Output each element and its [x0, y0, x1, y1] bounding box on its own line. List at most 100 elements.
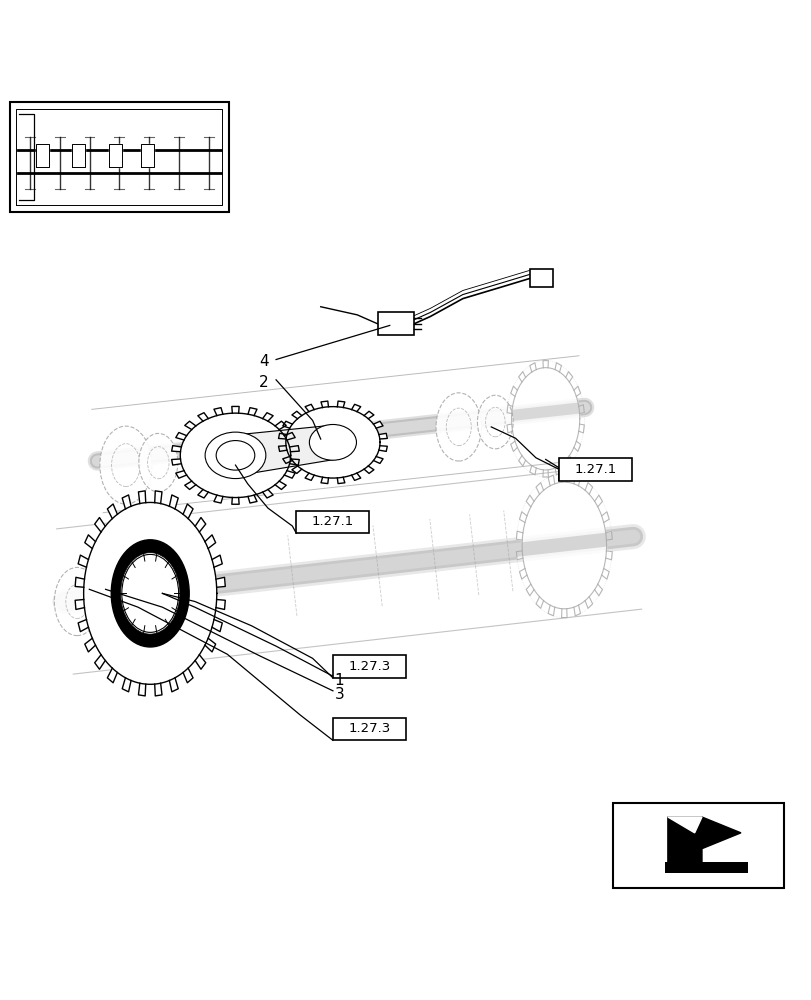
Polygon shape	[594, 584, 602, 596]
Polygon shape	[565, 372, 572, 382]
Polygon shape	[216, 599, 225, 609]
Polygon shape	[180, 413, 290, 498]
Polygon shape	[585, 597, 592, 608]
Polygon shape	[573, 475, 580, 486]
Text: 1.27.3: 1.27.3	[348, 660, 390, 673]
Polygon shape	[175, 432, 187, 440]
Bar	[10, 102, 229, 212]
Polygon shape	[169, 678, 178, 692]
Polygon shape	[601, 568, 608, 579]
Polygon shape	[555, 363, 560, 372]
Bar	[296, 511, 369, 533]
Polygon shape	[247, 495, 257, 503]
Polygon shape	[510, 441, 517, 451]
Polygon shape	[518, 372, 525, 382]
Ellipse shape	[477, 395, 513, 449]
Polygon shape	[95, 655, 105, 669]
Polygon shape	[75, 599, 84, 609]
Polygon shape	[231, 406, 239, 413]
Polygon shape	[195, 655, 205, 669]
Polygon shape	[169, 495, 178, 509]
Polygon shape	[585, 483, 592, 494]
Polygon shape	[155, 491, 161, 504]
Polygon shape	[530, 363, 535, 372]
Polygon shape	[555, 466, 560, 475]
Polygon shape	[506, 424, 512, 433]
Ellipse shape	[216, 441, 255, 470]
Bar	[665, 862, 748, 873]
Polygon shape	[278, 433, 286, 439]
Polygon shape	[363, 411, 373, 419]
Polygon shape	[292, 411, 302, 419]
Polygon shape	[518, 456, 525, 466]
Polygon shape	[605, 531, 611, 540]
Ellipse shape	[111, 540, 189, 647]
Polygon shape	[282, 457, 292, 463]
Polygon shape	[198, 489, 208, 498]
Polygon shape	[320, 477, 328, 484]
Text: 2: 2	[259, 375, 268, 390]
Polygon shape	[78, 555, 88, 567]
Polygon shape	[185, 421, 195, 430]
Ellipse shape	[121, 553, 179, 634]
Polygon shape	[284, 432, 295, 440]
Polygon shape	[578, 405, 584, 413]
Polygon shape	[84, 535, 96, 548]
Polygon shape	[278, 446, 286, 451]
Polygon shape	[84, 502, 217, 684]
Ellipse shape	[436, 393, 481, 461]
Polygon shape	[305, 473, 314, 480]
Polygon shape	[561, 609, 566, 618]
Polygon shape	[351, 404, 360, 412]
Polygon shape	[543, 361, 547, 368]
Polygon shape	[511, 368, 579, 470]
Bar	[612, 803, 783, 888]
Polygon shape	[543, 470, 547, 477]
Polygon shape	[292, 466, 302, 473]
Polygon shape	[216, 577, 225, 587]
Polygon shape	[262, 413, 272, 421]
Polygon shape	[204, 638, 216, 652]
Polygon shape	[373, 421, 383, 428]
Polygon shape	[36, 144, 49, 167]
Polygon shape	[320, 401, 328, 407]
Polygon shape	[373, 457, 383, 463]
Polygon shape	[337, 477, 345, 484]
Polygon shape	[530, 466, 535, 475]
Polygon shape	[578, 424, 584, 433]
Ellipse shape	[139, 433, 178, 492]
Ellipse shape	[205, 432, 265, 479]
Polygon shape	[72, 144, 85, 167]
Polygon shape	[601, 512, 608, 522]
Polygon shape	[107, 668, 118, 683]
Bar	[377, 312, 414, 335]
Polygon shape	[667, 817, 740, 863]
Polygon shape	[510, 386, 517, 396]
Polygon shape	[526, 584, 534, 596]
Ellipse shape	[122, 554, 178, 632]
Polygon shape	[519, 568, 526, 579]
Text: 4: 4	[259, 354, 268, 369]
Polygon shape	[175, 471, 187, 478]
Ellipse shape	[309, 424, 356, 460]
Polygon shape	[667, 817, 701, 833]
Polygon shape	[290, 459, 299, 465]
Polygon shape	[506, 405, 512, 413]
Bar	[558, 458, 631, 481]
Polygon shape	[561, 473, 566, 482]
Polygon shape	[185, 481, 195, 489]
Polygon shape	[155, 683, 161, 696]
Polygon shape	[122, 495, 131, 509]
Polygon shape	[107, 504, 118, 519]
Polygon shape	[109, 144, 122, 167]
Bar	[530, 269, 552, 287]
Polygon shape	[171, 446, 181, 452]
Text: 3: 3	[334, 687, 344, 702]
Bar	[333, 718, 406, 740]
Polygon shape	[213, 408, 223, 416]
Polygon shape	[351, 473, 360, 480]
Polygon shape	[337, 401, 345, 407]
Polygon shape	[547, 605, 554, 616]
Polygon shape	[212, 620, 222, 632]
Text: 1.27.3: 1.27.3	[348, 722, 390, 735]
